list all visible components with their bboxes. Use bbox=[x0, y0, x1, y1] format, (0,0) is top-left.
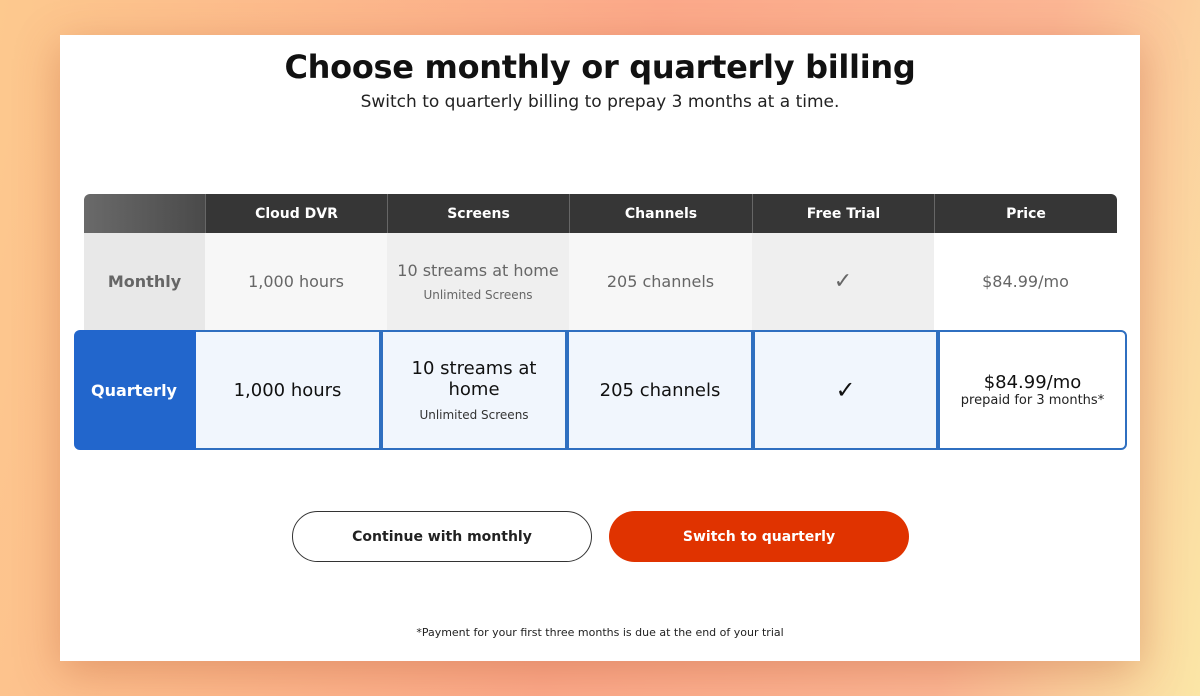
footnote: *Payment for your first three months is … bbox=[416, 626, 784, 639]
quarterly-screens-note: Unlimited Screens bbox=[419, 408, 529, 422]
header-channels: Channels bbox=[569, 194, 752, 233]
subtitle: Switch to quarterly billing to prepay 3 … bbox=[360, 92, 840, 112]
monthly-screens: 10 streams at home Unlimited Screens bbox=[387, 233, 569, 330]
monthly-channels: 205 channels bbox=[569, 233, 752, 330]
quarterly-dvr: 1,000 hours bbox=[196, 330, 381, 450]
quarterly-screens-value: 10 streams at home bbox=[411, 358, 537, 400]
quarterly-price-value: $84.99/mo bbox=[983, 372, 1082, 393]
page-title: Choose monthly or quarterly billing bbox=[284, 48, 916, 86]
monthly-price: $84.99/mo bbox=[934, 233, 1117, 330]
header-price: Price bbox=[934, 194, 1117, 233]
quarterly-row-label[interactable]: Quarterly bbox=[74, 330, 196, 450]
quarterly-trial-check-icon: ✓ bbox=[753, 330, 938, 450]
quarterly-screens: 10 streams at home Unlimited Screens bbox=[381, 330, 567, 450]
header-cloud-dvr: Cloud DVR bbox=[205, 194, 387, 233]
quarterly-channels: 205 channels bbox=[567, 330, 753, 450]
header-blank bbox=[84, 194, 205, 233]
monthly-trial-check-icon: ✓ bbox=[752, 233, 934, 330]
header-free-trial: Free Trial bbox=[752, 194, 934, 233]
continue-monthly-button[interactable]: Continue with monthly bbox=[292, 511, 592, 562]
monthly-screens-value: 10 streams at home bbox=[397, 261, 559, 280]
switch-quarterly-button[interactable]: Switch to quarterly bbox=[609, 511, 909, 562]
monthly-row-label[interactable]: Monthly bbox=[84, 233, 205, 330]
monthly-screens-note: Unlimited Screens bbox=[423, 288, 533, 302]
header-screens: Screens bbox=[387, 194, 569, 233]
monthly-dvr: 1,000 hours bbox=[205, 233, 387, 330]
quarterly-price: $84.99/mo prepaid for 3 months* bbox=[938, 330, 1127, 450]
quarterly-price-note: prepaid for 3 months* bbox=[960, 393, 1105, 408]
